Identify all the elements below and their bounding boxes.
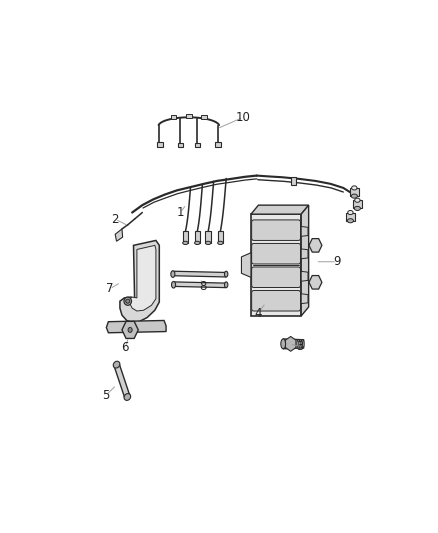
Ellipse shape [354, 206, 360, 211]
Polygon shape [301, 249, 308, 259]
Polygon shape [301, 205, 309, 316]
FancyBboxPatch shape [251, 244, 300, 264]
Polygon shape [283, 339, 304, 349]
Ellipse shape [183, 241, 188, 245]
Text: 4: 4 [254, 307, 261, 320]
Bar [215, 142, 221, 147]
Bar [186, 114, 191, 118]
Text: 1: 1 [177, 206, 184, 219]
Bar [157, 142, 162, 147]
Text: 6: 6 [122, 341, 129, 353]
Polygon shape [173, 282, 226, 288]
Ellipse shape [224, 271, 228, 277]
Ellipse shape [171, 271, 175, 277]
Polygon shape [301, 294, 308, 304]
Bar [194, 143, 200, 147]
Polygon shape [106, 320, 166, 333]
Polygon shape [251, 214, 301, 316]
Polygon shape [241, 253, 251, 277]
Ellipse shape [347, 219, 353, 223]
Ellipse shape [124, 297, 131, 305]
Bar [291, 177, 296, 184]
Text: 10: 10 [236, 111, 251, 124]
Ellipse shape [126, 299, 130, 303]
Polygon shape [115, 229, 123, 241]
Polygon shape [218, 231, 223, 243]
Ellipse shape [303, 340, 304, 348]
Polygon shape [183, 231, 188, 243]
Ellipse shape [281, 339, 286, 349]
Ellipse shape [351, 194, 357, 198]
Text: 8: 8 [200, 280, 207, 293]
Ellipse shape [352, 186, 357, 190]
Ellipse shape [218, 241, 223, 245]
Ellipse shape [124, 393, 131, 400]
Polygon shape [130, 245, 156, 311]
Polygon shape [353, 200, 362, 208]
Polygon shape [346, 213, 355, 221]
Text: 2: 2 [111, 213, 119, 225]
Bar [201, 115, 207, 119]
Ellipse shape [297, 340, 298, 348]
Polygon shape [114, 364, 130, 398]
Ellipse shape [355, 198, 360, 202]
Bar [178, 143, 183, 147]
Ellipse shape [205, 241, 211, 245]
Ellipse shape [348, 211, 353, 215]
Ellipse shape [128, 327, 132, 333]
Ellipse shape [172, 281, 176, 288]
Ellipse shape [299, 340, 300, 348]
Ellipse shape [194, 241, 200, 245]
Text: 9: 9 [333, 255, 341, 268]
FancyBboxPatch shape [251, 267, 300, 287]
Polygon shape [173, 271, 226, 277]
Polygon shape [194, 231, 200, 243]
Ellipse shape [113, 361, 120, 368]
FancyBboxPatch shape [251, 220, 300, 240]
Text: 7: 7 [106, 282, 113, 295]
Polygon shape [251, 205, 309, 214]
Polygon shape [301, 227, 308, 236]
FancyBboxPatch shape [251, 290, 300, 311]
Polygon shape [120, 240, 159, 322]
Bar [171, 115, 176, 119]
Polygon shape [205, 231, 211, 243]
Ellipse shape [224, 282, 228, 288]
Polygon shape [301, 271, 308, 281]
Polygon shape [350, 188, 359, 196]
Text: 3: 3 [296, 340, 304, 353]
Text: 5: 5 [102, 389, 110, 402]
Ellipse shape [301, 340, 302, 348]
